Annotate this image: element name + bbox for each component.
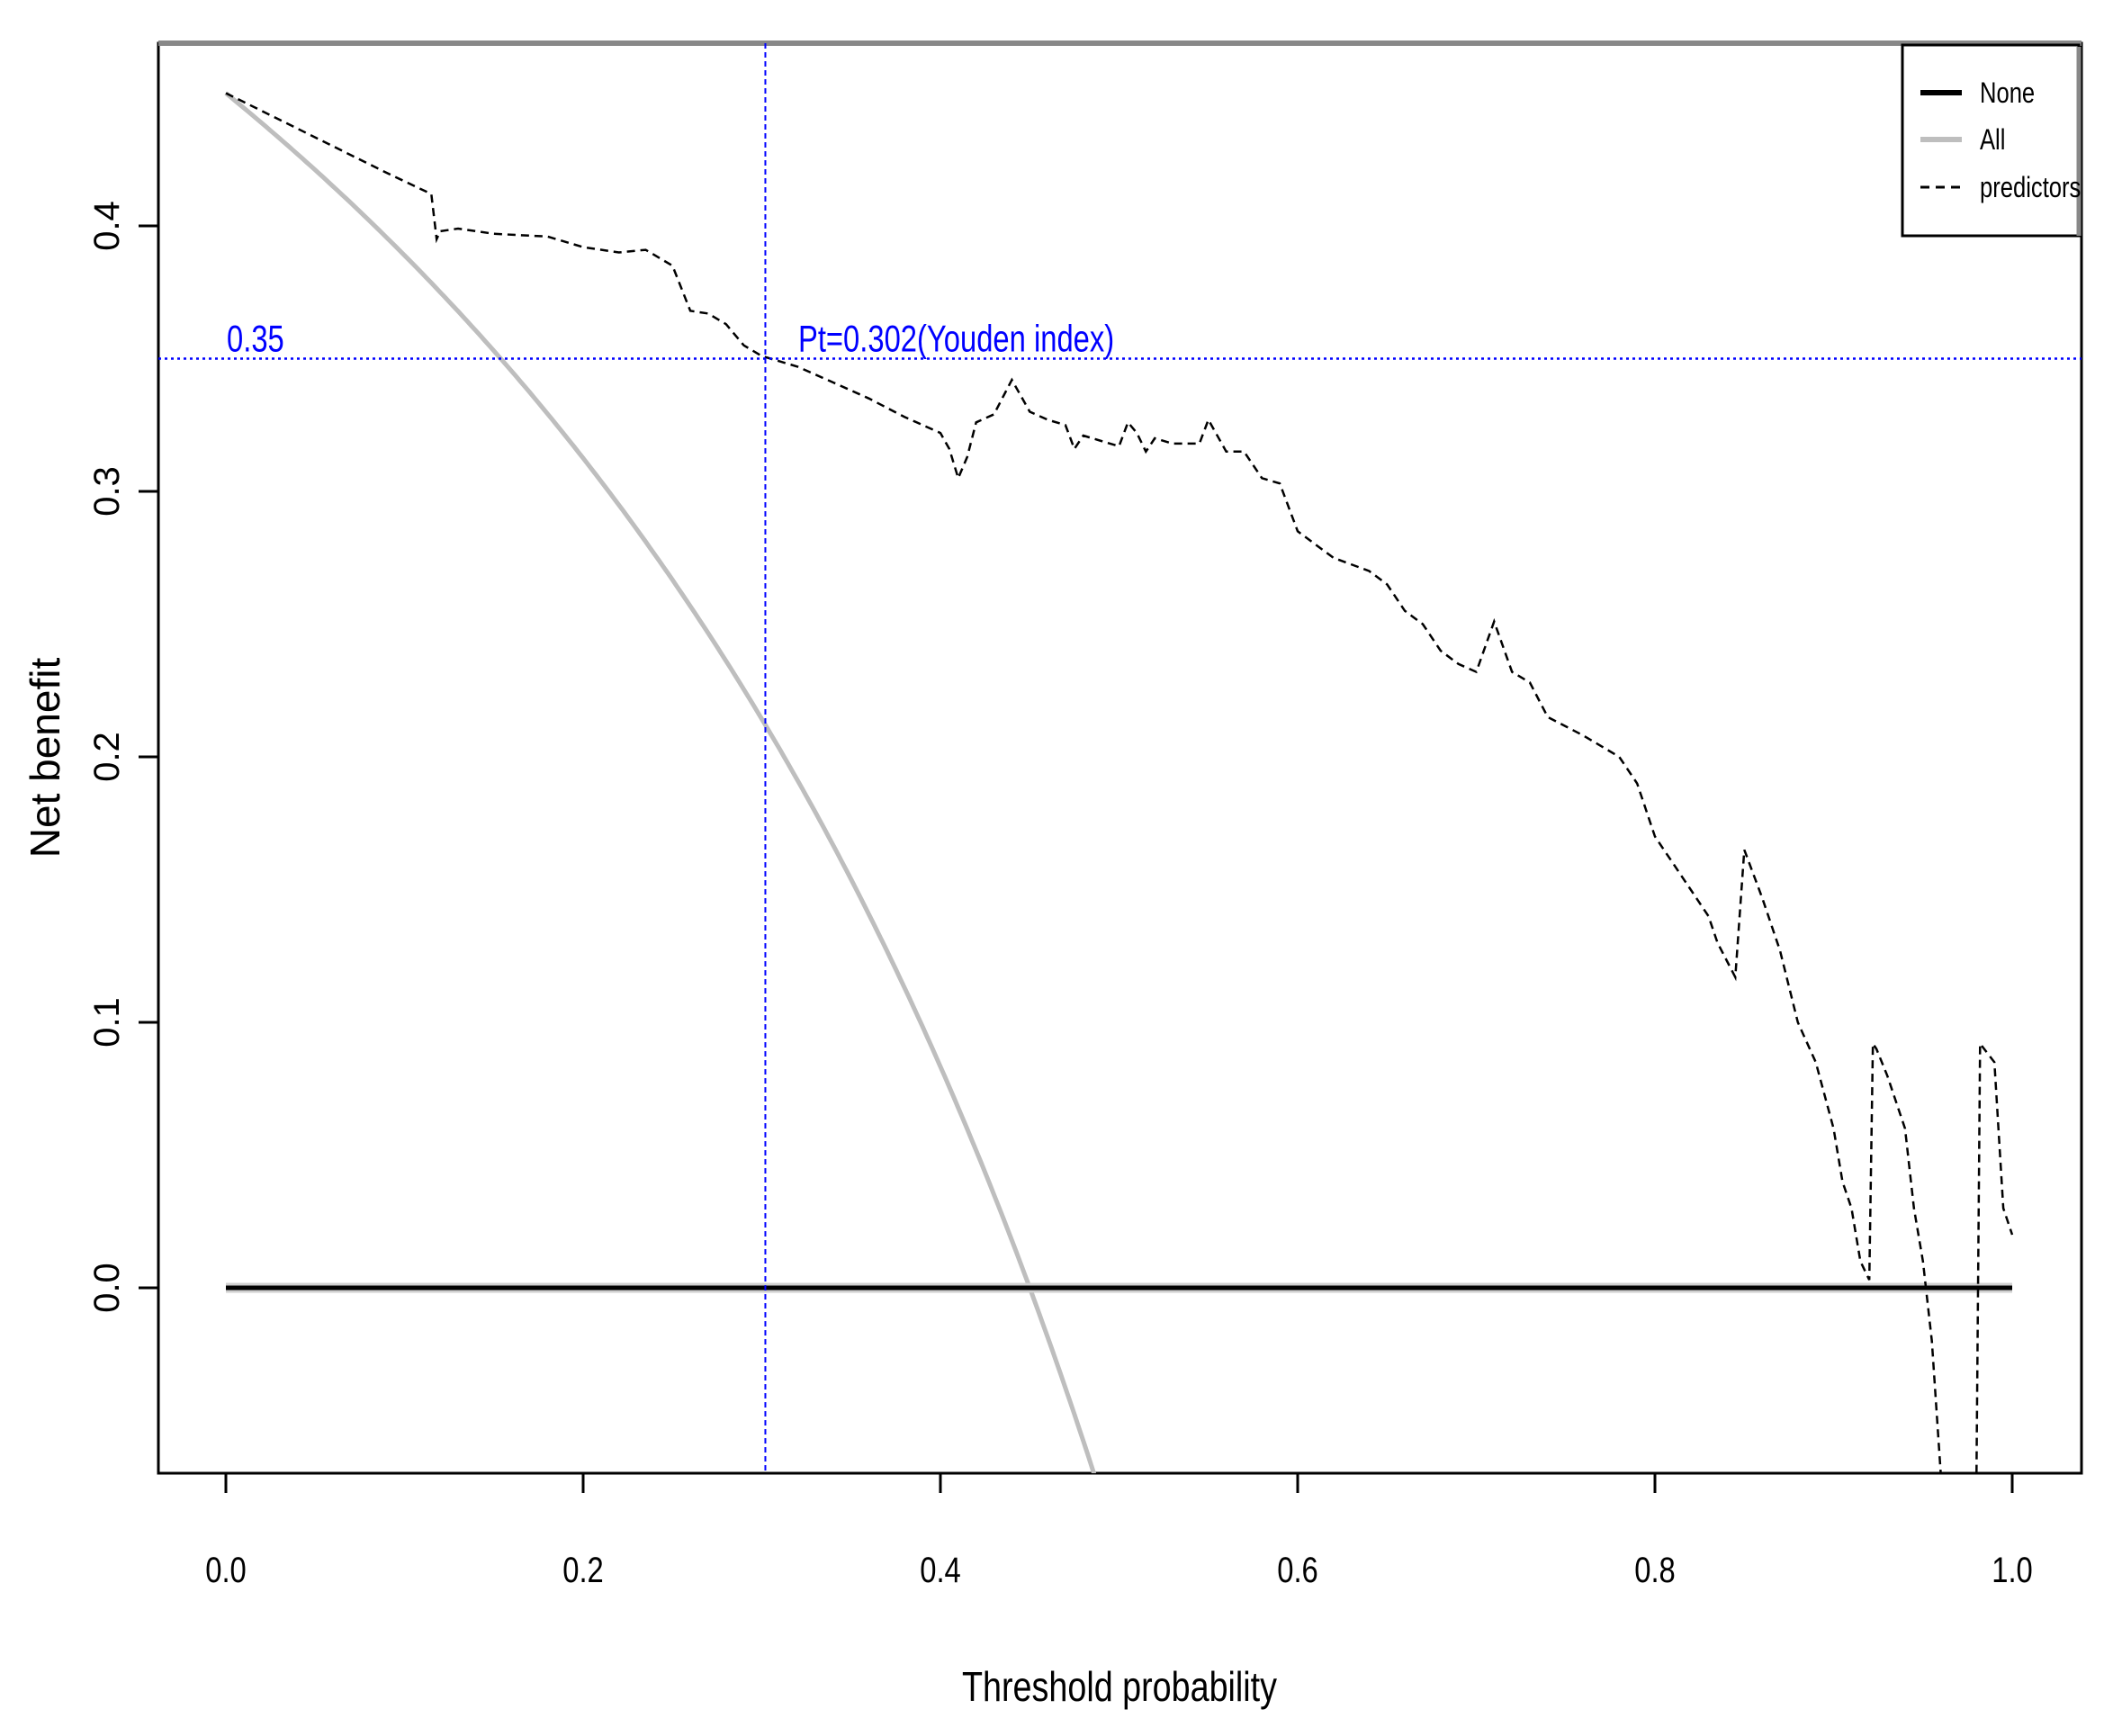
y-axis: 0.0 0.1 0.2 0.3 0.4 (87, 201, 158, 1313)
legend-label-none: None (1980, 77, 2035, 109)
hline-annotation-label: 0.35 (227, 318, 284, 360)
plot-frame (157, 41, 2083, 1475)
series-predictors-line (225, 92, 2014, 1473)
y-tick-label: 0.3 (87, 466, 127, 517)
legend: None All predictors (1901, 43, 2082, 238)
annotation-layer: 0.35 Pt=0.302(Youden index) (158, 43, 2082, 1473)
series-layer (224, 91, 2014, 1473)
x-tick-label: 0.0 (205, 1550, 247, 1590)
x-tick-label: 0.2 (562, 1550, 604, 1590)
series-all-line (224, 91, 1097, 1473)
y-tick-label: 0.1 (87, 997, 127, 1048)
y-axis-title: Net benefit (22, 658, 68, 859)
y-tick-label: 0.0 (87, 1263, 127, 1313)
legend-label-predictors: predictors (1980, 172, 2081, 203)
x-tick-label: 1.0 (1992, 1550, 2033, 1590)
x-tick-label: 0.4 (920, 1550, 961, 1590)
x-tick-label: 0.6 (1277, 1550, 1318, 1590)
x-axis: 0.0 0.2 0.4 0.6 0.8 1.0 (205, 1473, 2033, 1590)
x-tick-label: 0.8 (1634, 1550, 1676, 1590)
y-tick-label: 0.2 (87, 732, 127, 782)
y-tick-label: 0.4 (87, 201, 127, 251)
vline-annotation-label: Pt=0.302(Youden index) (798, 318, 1114, 360)
x-axis-title: Threshold probability (962, 1663, 1277, 1709)
legend-label-all: All (1980, 124, 2005, 156)
